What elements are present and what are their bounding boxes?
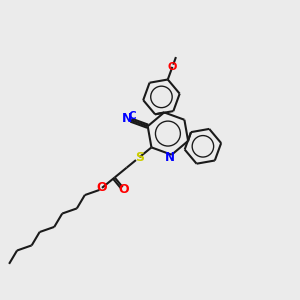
Text: N: N [165, 151, 175, 164]
Text: S: S [135, 151, 144, 164]
Text: C: C [128, 111, 136, 122]
Text: N: N [122, 112, 132, 125]
Text: O: O [118, 182, 128, 196]
Text: O: O [168, 62, 177, 72]
Text: O: O [97, 182, 107, 194]
